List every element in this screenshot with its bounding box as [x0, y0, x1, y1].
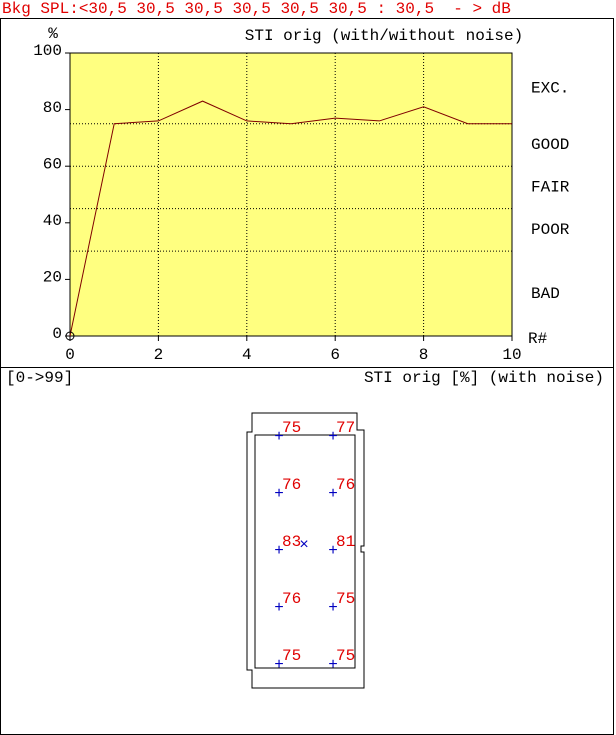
seat-marker: + [328, 599, 338, 617]
x-tick-label: 0 [65, 346, 75, 364]
seat-value: 76 [282, 476, 301, 494]
header: Bkg SPL:<30,5 30,5 30,5 30,5 30,5 30,5 :… [2, 0, 511, 18]
seat-marker: + [328, 542, 338, 560]
y-tick-label: 40 [43, 212, 62, 230]
room-inner [254, 434, 356, 669]
chart-title: STI orig (with/without noise) [245, 27, 523, 45]
rating-label: GOOD [531, 136, 569, 154]
y-tick-label: 100 [33, 42, 62, 60]
seat-marker: + [274, 542, 284, 560]
rating-label: POOR [531, 221, 570, 239]
x-tick-label: 10 [502, 346, 521, 364]
rating-label: BAD [531, 285, 560, 303]
range-label: [0->99] [6, 369, 73, 387]
x-tick-label: 6 [330, 346, 340, 364]
plan-title: STI orig [%] (with noise) [364, 369, 604, 387]
y-tick-label: 0 [52, 325, 62, 343]
y-tick-label: 80 [43, 99, 62, 117]
y-tick-label: 20 [43, 269, 62, 287]
seat-marker: + [274, 599, 284, 617]
plot-area [69, 52, 513, 337]
seat-marker: + [328, 485, 338, 503]
seat-marker: + [274, 428, 284, 446]
seat-value: 77 [336, 419, 355, 437]
seat-marker: + [328, 428, 338, 446]
y-label: % [48, 25, 58, 43]
room-outline [246, 412, 365, 689]
seat-value: 75 [282, 419, 301, 437]
x-tick-label: 2 [154, 346, 164, 364]
x-tick-label: 8 [419, 346, 429, 364]
seat-marker: + [274, 656, 284, 674]
seat-value: 75 [282, 647, 301, 665]
data-line [69, 100, 512, 337]
seat-marker: + [328, 656, 338, 674]
source: × [299, 536, 309, 554]
seat-marker: + [274, 485, 284, 503]
seat-value: 75 [336, 590, 355, 608]
y-tick-label: 60 [43, 155, 62, 173]
seat-value: 83 [282, 533, 301, 551]
seat-value: 75 [336, 647, 355, 665]
rating-label: EXC. [531, 80, 569, 98]
seat-value: 81 [336, 533, 355, 551]
x-label: R# [528, 330, 548, 348]
origin-marker [65, 331, 75, 341]
seat-value: 76 [336, 476, 355, 494]
x-tick-label: 4 [242, 346, 252, 364]
seat-value: 76 [282, 590, 301, 608]
rating-label: FAIR [531, 179, 570, 197]
